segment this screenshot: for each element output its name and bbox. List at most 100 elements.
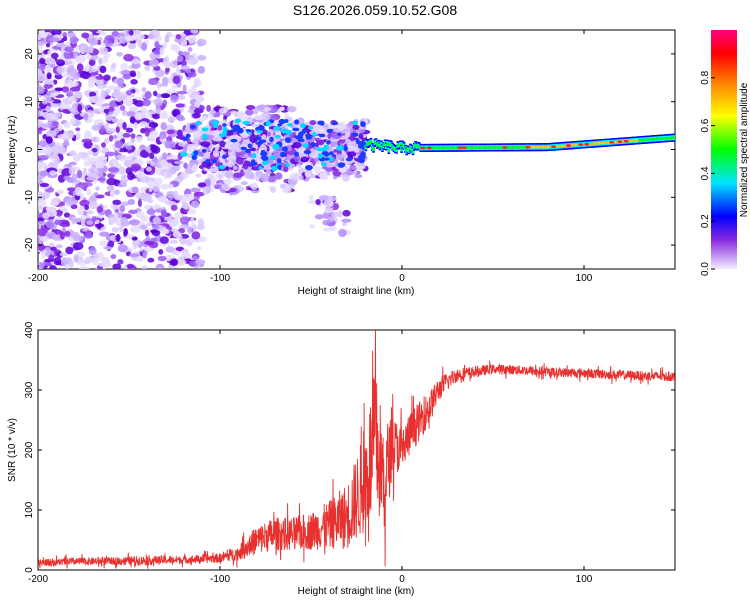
colorbar-tick-label: 0.4 <box>700 166 711 180</box>
colorbar: 0.0 0.2 0.4 0.6 0.8 Normalized spectral ampl… <box>700 30 750 276</box>
spectrogram-point <box>144 65 151 71</box>
spectrogram-band-core <box>672 136 675 139</box>
spectrogram-point <box>53 256 62 266</box>
spectrogram-point <box>144 229 150 237</box>
spectrogram-point <box>72 200 79 205</box>
spectrogram-point <box>66 89 74 96</box>
spectrogram-point <box>320 162 327 167</box>
snr-xtick-label: 0 <box>399 574 405 585</box>
spectrogram-point <box>337 162 345 168</box>
spectrogram-point <box>287 177 298 185</box>
spectrogram-point <box>218 133 227 138</box>
spectrogram-point <box>194 259 206 265</box>
spectrogram-point <box>38 192 43 198</box>
spectrogram-point <box>108 106 115 112</box>
spectrogram-point <box>189 124 196 129</box>
spectrogram-point <box>55 209 63 217</box>
spectrogram-point <box>210 109 215 116</box>
spectrogram-point <box>266 131 271 137</box>
spectrogram-point <box>330 211 340 218</box>
spectrogram-point <box>148 33 155 40</box>
spectrogram-point <box>338 139 346 144</box>
spectrogram-point <box>149 130 159 139</box>
spectrogram-point <box>117 259 124 265</box>
spectrogram-point <box>41 252 46 259</box>
spectrogram-point <box>289 137 299 144</box>
spectrogram-point <box>309 148 316 157</box>
snr-panel: -200 -100 0 100 0 100 200 300 400 Height of stra… <box>7 321 676 597</box>
spectrogram-point <box>150 229 159 234</box>
spectrogram-point <box>50 58 56 65</box>
spectrogram-point <box>338 166 347 174</box>
spectrogram-point <box>196 246 202 251</box>
spectrogram-point <box>128 209 138 214</box>
spectrogram-point <box>134 100 145 107</box>
spectrogram-point <box>81 71 91 80</box>
spectrogram-point <box>159 111 169 120</box>
spectrogram-point <box>114 214 119 219</box>
spectrogram-point <box>114 150 119 157</box>
spectrogram-point <box>152 156 159 164</box>
spectrogram-point <box>45 105 51 113</box>
snr-xtick-label: -100 <box>210 574 230 585</box>
spectrogram-point <box>285 162 290 167</box>
spectrogram-point <box>175 33 182 40</box>
spectrogram-point <box>317 153 323 159</box>
spectrogram-point <box>45 221 56 229</box>
spectrogram-point <box>65 103 70 110</box>
spectrogram-point <box>125 127 134 133</box>
spectrogram-point <box>260 151 268 157</box>
spectrogram-point <box>214 184 222 189</box>
spectrogram-peak <box>420 146 426 150</box>
spectrogram-point <box>107 85 117 90</box>
spectrogram-point <box>66 67 72 73</box>
spectrogram-point <box>108 135 114 142</box>
snr-xtick-label: 100 <box>576 574 593 585</box>
spectrogram-peak <box>461 146 467 149</box>
spectrogram-point <box>114 140 124 149</box>
spectrogram-point <box>335 153 345 159</box>
spectrogram-point <box>120 217 129 225</box>
spectrogram-point <box>355 162 366 170</box>
spectrogram-point <box>256 158 263 164</box>
spectrogram-point <box>157 255 167 262</box>
spectrogram-point <box>260 173 270 182</box>
spectrogram-point <box>148 184 153 193</box>
spectrogram-point <box>148 77 159 86</box>
spectrogram-xtick-label: -100 <box>210 273 230 284</box>
spectrogram-point <box>114 208 120 214</box>
spectrogram-point <box>125 145 133 151</box>
snr-series-line <box>38 330 675 569</box>
spectrogram-point <box>311 124 322 132</box>
spectrogram-point <box>41 99 48 105</box>
spectrogram-point <box>63 212 71 218</box>
spectrogram-point <box>265 170 272 175</box>
spectrogram-point <box>201 127 209 132</box>
colorbar-tick-label: 0.6 <box>700 118 711 132</box>
spectrogram-point <box>176 90 188 95</box>
spectrogram-point <box>76 63 84 72</box>
spectrogram-point <box>336 145 344 151</box>
spectrogram-point <box>223 178 233 185</box>
spectrogram-point <box>130 79 138 85</box>
spectrogram-point <box>184 193 193 198</box>
spectrogram-point <box>286 105 297 113</box>
spectrogram-point <box>352 124 360 131</box>
spectrogram-point <box>68 167 76 175</box>
spectrogram-point <box>123 228 128 237</box>
spectrogram-point <box>258 139 267 144</box>
spectrogram-point <box>41 162 47 167</box>
spectrogram-point <box>69 86 81 92</box>
spectrogram-point <box>110 254 117 260</box>
spectrogram-band-core <box>398 143 402 146</box>
spectrogram-band-core <box>400 147 403 151</box>
spectrogram-point <box>280 151 286 158</box>
spectrogram-point <box>188 260 197 267</box>
spectrogram-point <box>351 132 359 137</box>
snr-xtick-label: -200 <box>28 574 48 585</box>
spectrogram-point <box>105 114 114 122</box>
spectrogram-point <box>223 183 231 192</box>
spectrogram-point <box>278 118 286 125</box>
spectrogram-point <box>38 148 44 156</box>
spectrogram-point <box>142 251 147 259</box>
